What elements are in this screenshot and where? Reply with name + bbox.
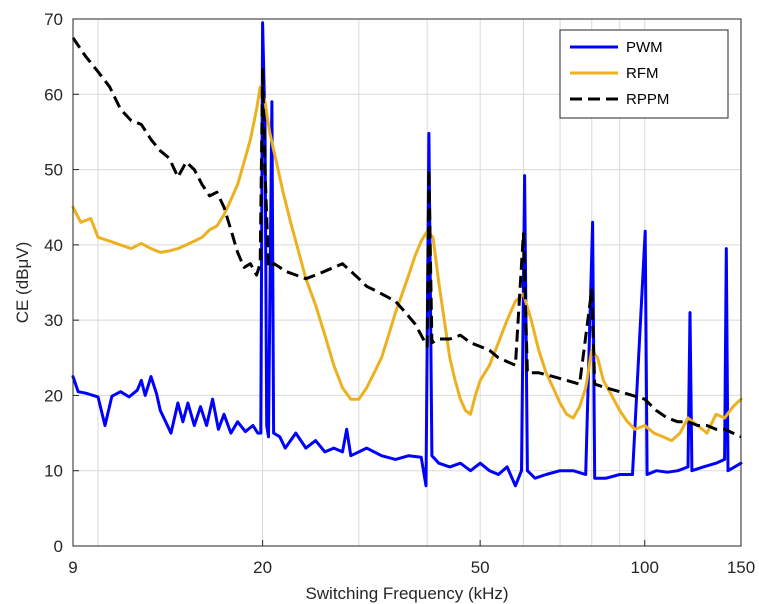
y-tick-label: 40 — [44, 236, 63, 255]
y-tick-label: 30 — [44, 311, 63, 330]
y-tick-label: 50 — [44, 161, 63, 180]
ticks: 0 10 20 30 40 50 60 70 9 20 50 100 150 — [44, 10, 755, 577]
x-tick-label: 20 — [253, 558, 272, 577]
axes-box — [72, 18, 742, 547]
legend: PWM RFM RPPM — [559, 29, 729, 119]
y-tick-label: 0 — [54, 537, 63, 556]
x-tick-label: 50 — [471, 558, 490, 577]
y-axis-title: CE (dBμV) — [13, 242, 32, 324]
series-line-rfm — [71, 85, 743, 443]
series-line-pwm — [71, 21, 743, 488]
y-tick-label: 60 — [44, 85, 63, 104]
x-axis-title: Switching Frequency (kHz) — [305, 584, 508, 603]
x-tick-label: 100 — [631, 558, 659, 577]
y-tick-label: 70 — [44, 10, 63, 29]
y-tick-label: 10 — [44, 462, 63, 481]
legend-label-rfm: RFM — [626, 65, 659, 82]
x-tick-label: 9 — [68, 558, 77, 577]
legend-label-pwm: PWM — [626, 39, 663, 56]
series-layer — [71, 21, 743, 488]
series-line-rppm — [71, 36, 742, 439]
legend-label-rppm: RPPM — [626, 91, 669, 108]
y-tick-label: 20 — [44, 386, 63, 405]
x-tick-label: 150 — [727, 558, 755, 577]
